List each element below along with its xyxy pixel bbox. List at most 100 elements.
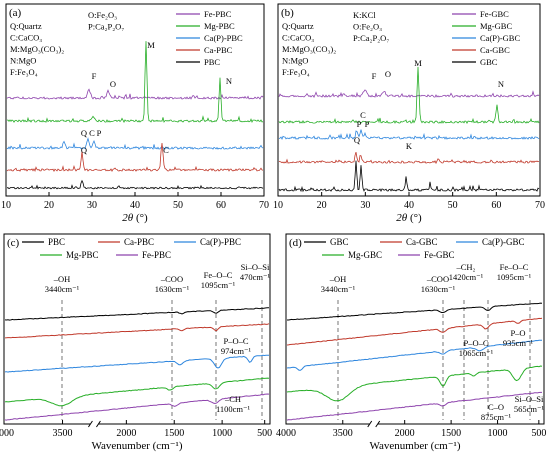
- phase-legend-item: C:CaCO₃: [10, 33, 42, 43]
- band-wavenumber-label: 3440cm⁻¹: [45, 284, 80, 294]
- peak-label: P: [365, 119, 370, 129]
- phase-legend-item: Q:Quartz: [10, 21, 42, 31]
- peak-label: Q: [81, 128, 87, 138]
- phase-legend-item: P:Ca₂P₂O₇: [353, 33, 389, 43]
- series-line-ca-pbc: [4, 323, 270, 339]
- band-group-label: –COO: [160, 274, 183, 284]
- band-group-label: P–O: [510, 328, 525, 338]
- x-tick-label: 1000: [488, 428, 508, 439]
- band-group-label: P–O–C: [223, 336, 248, 346]
- legend-label: Ca(P)-PBC: [204, 33, 243, 43]
- band-wavenumber-label: 935cm⁻¹: [503, 338, 534, 348]
- series-line-mg-pbc: [4, 377, 270, 407]
- panel-label: (b): [281, 7, 294, 19]
- series-line-cap-pbc: [6, 137, 264, 151]
- legend-label: Ca(P)-PBC: [200, 237, 241, 247]
- series-line-pbc: [6, 179, 264, 190]
- axis-break-mark: [88, 420, 93, 428]
- series-line-cap-pbc: [4, 354, 269, 373]
- legend-label: Mg-GBC: [480, 21, 512, 31]
- peak-label: Q: [81, 145, 87, 155]
- phase-legend-item: N:MgO: [282, 56, 308, 66]
- panel-label: (d): [289, 237, 302, 249]
- band-group-label: P–O–C: [463, 338, 488, 348]
- peak-label: Q: [354, 135, 360, 145]
- peak-label: O: [110, 79, 116, 89]
- legend-label: Ca-GBC: [406, 237, 438, 247]
- x-tick-label: 10: [1, 200, 11, 211]
- axis-break-mark: [375, 420, 381, 428]
- legend-label: Mg-GBC: [348, 250, 382, 260]
- x-tick-label: 70: [535, 200, 545, 211]
- legend-label: Fe-PBC: [142, 250, 171, 260]
- x-tick-label: 60: [491, 200, 501, 211]
- phase-legend-item: Q:Quartz: [282, 21, 314, 31]
- series-line-ca-gbc: [286, 317, 543, 346]
- band-wavenumber-label: 875cm⁻¹: [481, 412, 512, 422]
- axis-break-mark: [367, 420, 373, 428]
- x-tick-label: 10: [273, 200, 283, 211]
- series-line-fe-gbc: [278, 89, 540, 98]
- band-group-label: –OH: [53, 274, 71, 284]
- peak-label: N: [226, 76, 232, 86]
- legend-label: Fe-GBC: [480, 9, 509, 19]
- band-wavenumber-label: 470cm⁻¹: [240, 272, 271, 282]
- x-tick-label: 70: [259, 200, 269, 211]
- x-axis-label: Wavenumber (cm⁻¹): [92, 440, 183, 452]
- peak-label: C: [89, 128, 95, 138]
- band-group-label: C–O: [488, 402, 504, 412]
- plot-frame: [285, 233, 545, 425]
- band-group-label: –CH₂: [455, 262, 475, 272]
- band-group-label: –OH: [329, 274, 347, 284]
- x-tick-label: 3500: [53, 428, 73, 439]
- series-line-cap-gbc: [286, 339, 542, 371]
- legend-label: Ca-PBC: [204, 45, 233, 55]
- band-wavenumber-label: 1100cm⁻¹: [216, 404, 251, 414]
- x-tick-label: 30: [360, 200, 370, 211]
- band-group-label: Si–O–Si: [241, 262, 270, 272]
- x-tick-label: 2000: [395, 428, 415, 439]
- legend-label: PBC: [204, 57, 220, 67]
- x-tick-label: 30: [87, 200, 97, 211]
- legend-label: Ca(P)-GBC: [480, 33, 520, 43]
- x-tick-label: 2000: [116, 428, 136, 439]
- x-tick-label: 20: [317, 200, 327, 211]
- legend-label: Ca-GBC: [480, 45, 510, 55]
- x-tick-label: 1500: [441, 428, 461, 439]
- peak-label: N: [498, 79, 504, 89]
- x-tick-label: 50: [173, 200, 183, 211]
- band-wavenumber-label: 1630cm⁻¹: [421, 284, 456, 294]
- series-line-mg-gbc: [278, 66, 540, 124]
- band-group-label: Fe–O–C: [204, 270, 233, 280]
- band-wavenumber-label: 1095cm⁻¹: [201, 280, 236, 290]
- peak-label: K: [406, 141, 413, 151]
- phase-legend-item: P:Ca₂P₂O₇: [88, 22, 124, 32]
- peak-label: P: [357, 119, 362, 129]
- series-line-fe-gbc: [286, 391, 542, 421]
- legend-label: GBC: [330, 237, 349, 247]
- band-group-label: –CH: [224, 394, 241, 404]
- legend-label: Fe-PBC: [204, 9, 232, 19]
- peak-label: F: [372, 71, 377, 81]
- phase-legend-item: F:Fe₃O₄: [10, 67, 38, 77]
- series-line-ca-gbc: [278, 151, 540, 165]
- phase-legend-item: O:Fe₂O₃: [353, 22, 382, 32]
- axis-break-gap: [90, 421, 99, 427]
- series-line-cap-gbc: [278, 129, 540, 140]
- band-wavenumber-label: 1420cm⁻¹: [449, 272, 484, 282]
- band-wavenumber-label: 974cm⁻¹: [221, 346, 252, 356]
- panel-a: 10 20 30 40 50 60 70 2θ (°) (a) Q:Quartz C:CaCO₃M:…: [1, 3, 269, 224]
- peak-label: C: [163, 145, 169, 155]
- legend-label: GBC: [480, 57, 498, 67]
- phase-legend-item: K:KCl: [353, 10, 376, 20]
- x-axis-label: Wavenumber (cm⁻¹): [370, 440, 461, 452]
- series-line-gbc: [278, 160, 540, 193]
- band-wavenumber-label: 1630cm⁻¹: [155, 284, 190, 294]
- x-tick-label: 4000: [0, 428, 14, 439]
- panel-c: 4000 3500 2000 1500 1000 500 Wavenumber (cm⁻¹)…: [0, 233, 272, 452]
- legend-label: Fe-GBC: [424, 250, 455, 260]
- x-tick-label: 4000: [276, 428, 296, 439]
- legend-label: Ca(P)-GBC: [482, 237, 525, 247]
- legend-label: Ca-PBC: [124, 237, 154, 247]
